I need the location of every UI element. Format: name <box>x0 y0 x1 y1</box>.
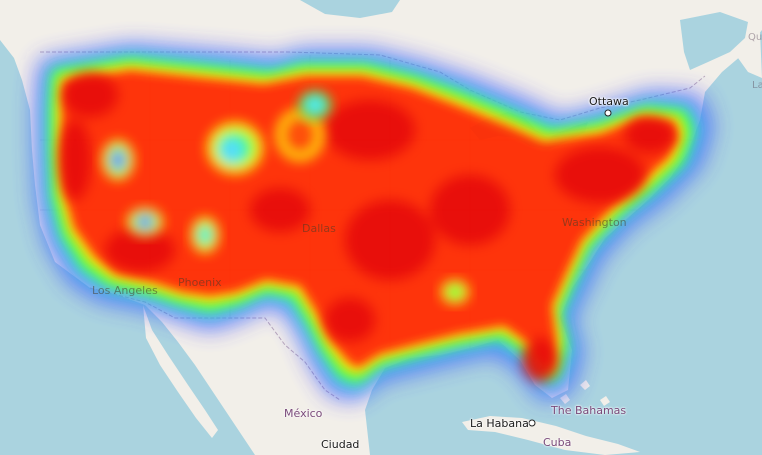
label-phoenix: Phoenix <box>178 276 222 289</box>
heat-gap-utah <box>127 208 163 236</box>
cuba-land <box>462 416 640 455</box>
label-cuba: Cuba <box>543 436 572 449</box>
heat-gap-arizona <box>191 217 219 253</box>
newfoundland-land <box>738 32 762 78</box>
label-la-habana: La Habana <box>470 417 529 430</box>
heat-gap-dakota <box>299 91 331 119</box>
baja-california-land <box>143 305 218 438</box>
la-habana-marker <box>528 419 536 427</box>
label-bahamas: The Bahamas <box>551 404 627 417</box>
label-los-angeles: Los Angeles <box>92 284 158 297</box>
label-washington: Washington <box>562 216 627 229</box>
ottawa-marker <box>604 109 612 117</box>
bahamas-land <box>560 380 610 406</box>
label-mexico: México <box>284 407 323 420</box>
label-ottawa: Ottawa <box>589 95 629 108</box>
label-ciudad: Ciudad <box>321 438 360 451</box>
label-dallas: Dallas <box>302 222 336 235</box>
heat-gap-idaho <box>207 122 263 174</box>
heat-gap-wyoming-ring <box>276 109 324 161</box>
heat-gap-nevada <box>102 140 134 180</box>
faint-label-la: La <box>752 80 762 91</box>
heat-hotspots <box>59 73 675 382</box>
heat-gap-alabama <box>441 280 469 304</box>
heatmap-layer <box>36 45 712 400</box>
faint-label-qc: Qu <box>748 32 762 43</box>
faint-place-names: Qu La <box>748 32 762 91</box>
hudson-bay-edge <box>300 0 400 18</box>
gulf-of-st-lawrence <box>680 12 748 70</box>
